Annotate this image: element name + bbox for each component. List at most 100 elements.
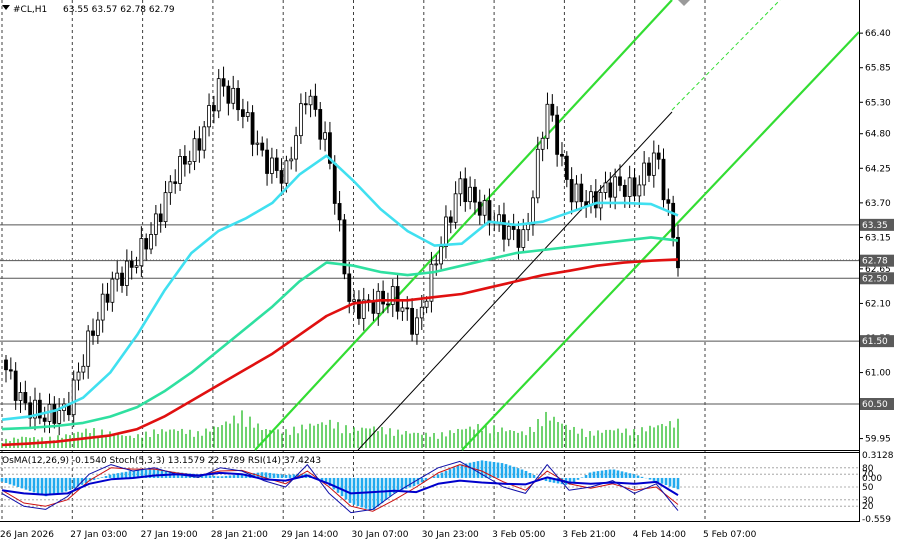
price-level-label: 62.78 [862,257,888,267]
candle-body [569,179,574,203]
indicator-tick-label: 30 [862,496,874,506]
candle [158,203,163,233]
candle [415,308,419,345]
candle-body [240,109,245,117]
price-level-labels: 63.35 62.78 62.50 61.50 60.50 [860,218,894,410]
price-level-badge [860,335,894,348]
price-tick-label: 65.85 [865,64,891,74]
candle-body [487,200,492,224]
time-tick-label: 28 Jan 21:00 [211,530,268,540]
candle [395,273,400,320]
candle [289,146,294,170]
channel-upper-line [254,0,673,451]
candle-body [328,132,332,164]
time-tick-label: 30 Jan 23:00 [422,530,479,540]
candle-body [265,149,269,174]
candle-body [192,138,197,162]
candle-body [153,213,158,235]
rsi-line [1,471,679,496]
candle-body [33,399,37,419]
candle [390,279,395,318]
candle [202,121,207,159]
time-tick-label: 27 Jan 19:00 [141,530,198,540]
candle-body [405,307,410,310]
price-level-badge [860,218,894,231]
candle [91,318,95,345]
candle [419,294,424,330]
time-tick-label: 27 Jan 03:00 [70,530,127,540]
candle-body [424,300,429,308]
candle-body [236,87,240,111]
candle-body [173,181,178,184]
candle-body [419,306,424,319]
candle-body [57,410,62,424]
candle [357,290,361,325]
candle [603,171,608,200]
candle-body [337,203,342,221]
candle-body [231,87,236,104]
channel-lower-line [461,31,860,451]
price-level-label: 61.50 [862,337,888,347]
candle [482,194,487,224]
candle [303,91,308,115]
candle [535,136,540,204]
candle [86,325,91,379]
candle-body [463,178,468,203]
candle-body [124,260,129,286]
candle [671,195,676,247]
candle-body [429,263,434,302]
chart-shift-icon[interactable] [678,0,690,6]
candle [57,398,62,436]
time-tick-label: 5 Feb 07:00 [703,530,757,540]
candle-body [671,202,676,238]
price-axis: 66.40 65.85 65.30 64.80 64.25 63.70 63.15 62.65… [859,29,891,445]
candle-body [434,263,439,266]
candle [647,157,651,183]
price-tick-label: 65.30 [865,98,891,108]
candle-body [439,246,444,265]
price-tick-label: 63.70 [865,199,891,209]
candle [168,175,173,205]
candle-body [516,229,521,248]
candle-body [294,135,298,160]
candle [642,151,647,196]
candle-body [255,142,260,145]
time-tick-label: 3 Feb 21:00 [562,530,616,540]
symbol-label: #CL,H1 [13,5,47,15]
candle [197,126,202,163]
price-level-badge [860,272,894,285]
candle-body [332,162,337,204]
candle-body [313,95,318,110]
candle [627,165,632,209]
candle [28,396,33,429]
candle-body [511,225,516,230]
dropdown-arrow-icon[interactable] [2,5,10,10]
candle-body [647,162,651,176]
candle [632,168,637,202]
candle-body [506,225,511,240]
candle [129,250,134,280]
candle [453,181,458,229]
candle-body [52,403,57,424]
candle [207,93,211,137]
candle-body [129,260,134,268]
candle-body [211,105,216,112]
candle [656,144,661,170]
candle [318,102,323,150]
candle [579,173,584,211]
candle-body [105,293,110,303]
candle-body [468,186,473,203]
price-tick-label: 66.40 [865,29,891,39]
candle [376,283,381,326]
candle [52,396,57,429]
candle [134,256,139,274]
candle-body [676,236,680,269]
candle-body [395,286,400,312]
candle [458,171,463,207]
candle-body [23,392,28,404]
candle-body [18,392,23,401]
candle [163,180,168,228]
candle-body [303,103,308,106]
candle-body [627,177,632,197]
